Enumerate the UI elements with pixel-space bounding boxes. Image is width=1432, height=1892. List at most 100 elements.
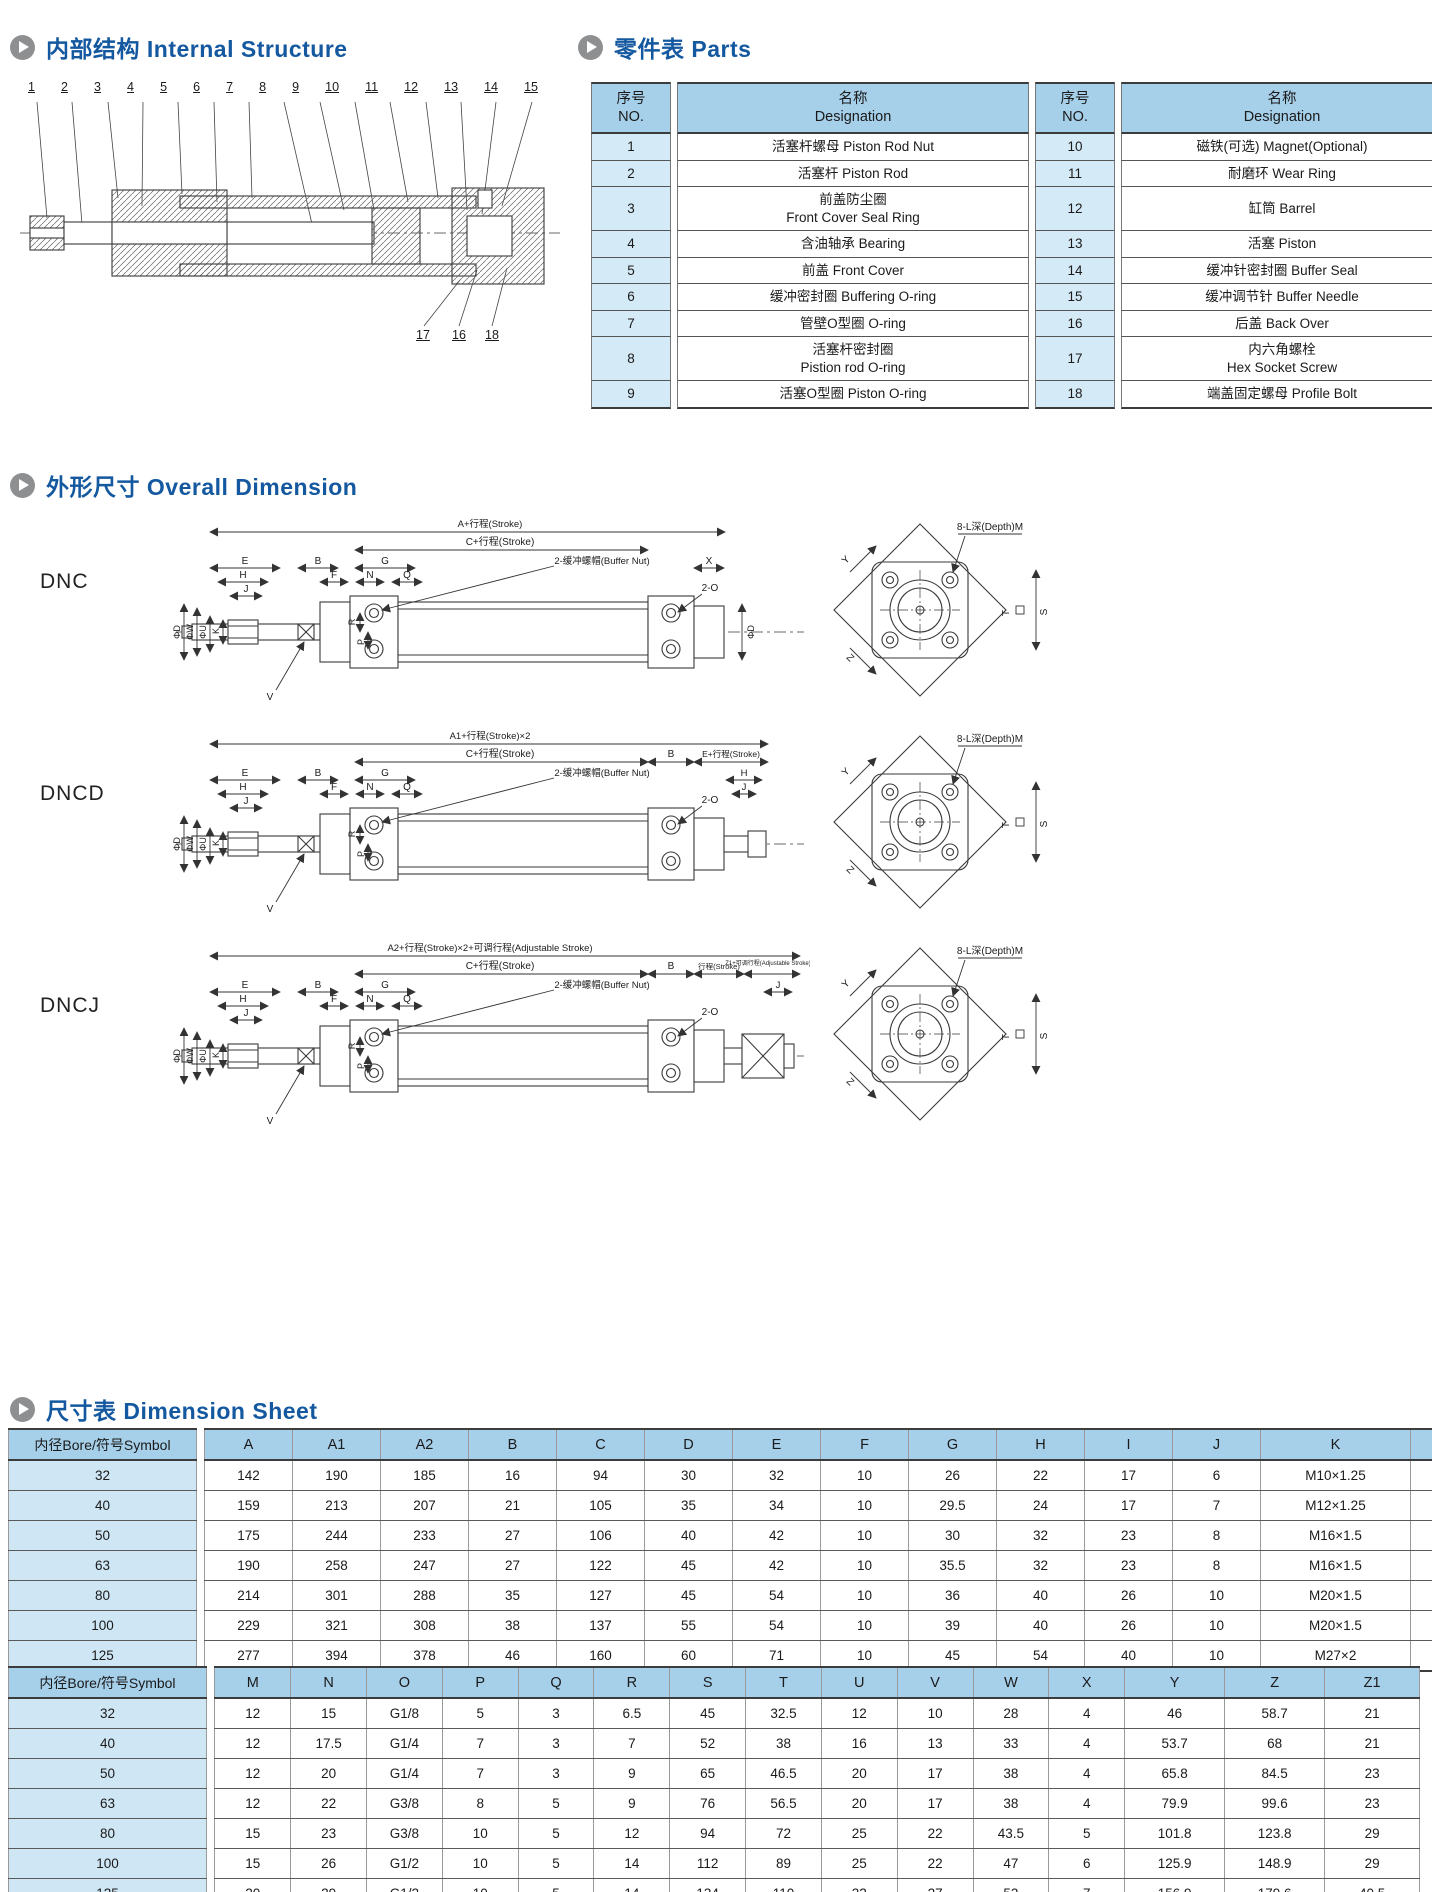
value-cell: 42 [732,1550,821,1581]
play-icon [10,1396,35,1422]
value-cell: 76 [669,1788,747,1819]
value-cell: 10 [1172,1580,1261,1611]
cylinder-end-view [833,735,1007,909]
end-view-drawing: 8-L深(Depth)M Y Z T S [833,521,1050,697]
dim-label: G [381,980,389,991]
column-header: Q [517,1666,595,1699]
value-cell: 10 [441,1848,519,1879]
bore-cell: 100 [8,1610,197,1641]
part-no-cell: 10 [1035,134,1115,161]
value-cell: 24 [996,1490,1085,1521]
part-no-cell: 7 [591,310,671,338]
column-header: C [556,1428,645,1461]
value-cell: 6.5 [593,1698,671,1729]
dim-label: ΦW [185,836,195,852]
gutter [206,1667,215,1698]
value-cell: 42 [732,1520,821,1551]
value-cell: 5 [441,1698,519,1729]
callout-number: 18 [485,328,499,342]
dim-label: R [347,1042,357,1049]
internal-structure-drawing: 1 2 3 4 5 6 7 8 9 10 11 12 13 14 15 [12,80,568,372]
value-cell: 17 [896,1758,974,1789]
value-cell: 10 [820,1580,909,1611]
part-name-cell: 缸筒 Barrel [1121,187,1432,232]
model-row: DNCD [10,724,1090,936]
bore-cell: 125 [8,1878,207,1892]
dim-label: V [267,692,274,703]
value-cell: 233 [380,1520,469,1551]
part-no-cell: 14 [1035,257,1115,285]
bore-cell: 40 [8,1490,197,1521]
column-header: A1 [292,1428,381,1461]
dim-label: A2+行程(Stroke)×2+可调行程(Adjustable Stroke) [387,942,592,954]
dim-label: K [211,1052,221,1058]
dim-label: B [315,768,322,779]
dim-label: ΦD [746,625,756,639]
value-cell: G1/2 [366,1848,443,1879]
value-cell: 134 [669,1878,747,1892]
gutter [206,1758,215,1789]
value-cell: 247 [380,1550,469,1581]
part-no-cell: 6 [591,284,671,311]
model-row: DNCJ [10,936,1090,1148]
column-header: Z [1224,1666,1326,1699]
value-cell: 15 [290,1698,367,1729]
internal-structure-header: 内部结构 Internal Structure [10,30,348,64]
part-name-cell: 前盖防尘圈 Front Cover Seal Ring [677,187,1029,232]
part-no-cell: 8 [591,337,671,382]
value-cell: 301 [292,1580,381,1611]
model-name: DNC [40,570,89,593]
dim-label: B [668,961,675,972]
value-cell: M8 [1410,1520,1432,1551]
dim-label: P [356,1063,366,1069]
dim-label: J [742,782,747,793]
value-cell: 179.6 [1224,1878,1326,1892]
value-cell: 47 [972,1848,1050,1879]
value-cell: 10 [896,1698,974,1729]
gutter [206,1788,215,1819]
model-name: DNCD [40,782,105,805]
part-name-cell: 前盖 Front Cover [677,257,1029,285]
dim-label: ΦD [172,1049,182,1063]
dim-label: T [1001,822,1012,828]
column-header: U [820,1666,898,1699]
dim-label: T [1001,1034,1012,1040]
play-icon [10,472,35,498]
parts-table-row: 2 活塞杆 Piston Rod 11 耐磨环 Wear Ring [591,160,1432,188]
value-cell: 68 [1224,1728,1326,1759]
parts-header: 零件表 Parts [578,30,751,64]
dim-label: E [242,556,249,567]
dim-table-row: 63 12 22 G3/8 8 5 9 76 56.5 20 17 38 4 [8,1788,1420,1819]
value-cell: 17 [1084,1490,1173,1521]
value-cell: 65 [669,1758,747,1789]
column-header: V [896,1666,974,1699]
side-view-drawing: A2+行程(Stroke)×2+可调行程(Adjustable Stroke) … [172,942,810,1127]
callout-number: 5 [160,80,168,94]
value-cell: 123.8 [1224,1818,1326,1849]
column-header: I [1084,1428,1173,1461]
column-header: P [441,1666,519,1699]
bore-cell: 50 [8,1520,197,1551]
bore-cell: 40 [8,1728,207,1759]
value-cell: 244 [292,1520,381,1551]
value-cell: 40 [996,1610,1085,1641]
value-cell: 3 [517,1758,595,1789]
buffer-nut-label: 2-缓冲螺帽(Buffer Nut) [554,555,649,567]
dim-label: R [347,830,357,837]
part-no-cell: 17 [1035,337,1115,382]
value-cell: 112 [669,1848,747,1879]
value-cell: 72 [745,1818,822,1849]
dim-label: H [239,994,246,1005]
bolt-holes-label: 8-L深(Depth)M [957,521,1023,533]
cylinder-end-view [833,947,1007,1121]
bore-cell: 63 [8,1550,197,1581]
value-cell: 4 [1048,1758,1126,1789]
callout-numbers-top: 1 2 3 4 5 6 7 8 9 10 11 12 13 14 15 [28,80,538,98]
value-cell: 16 [820,1728,898,1759]
parts-table-container: 序号 NO. 名称 Designation 序号 NO. 名称 Designat… [585,82,1432,410]
callout-number: 13 [444,80,459,94]
value-cell: M8 [1410,1550,1432,1581]
value-cell: M6 [1410,1490,1432,1521]
bore-cell: 80 [8,1818,207,1849]
dim-label: 2-O [702,795,719,806]
